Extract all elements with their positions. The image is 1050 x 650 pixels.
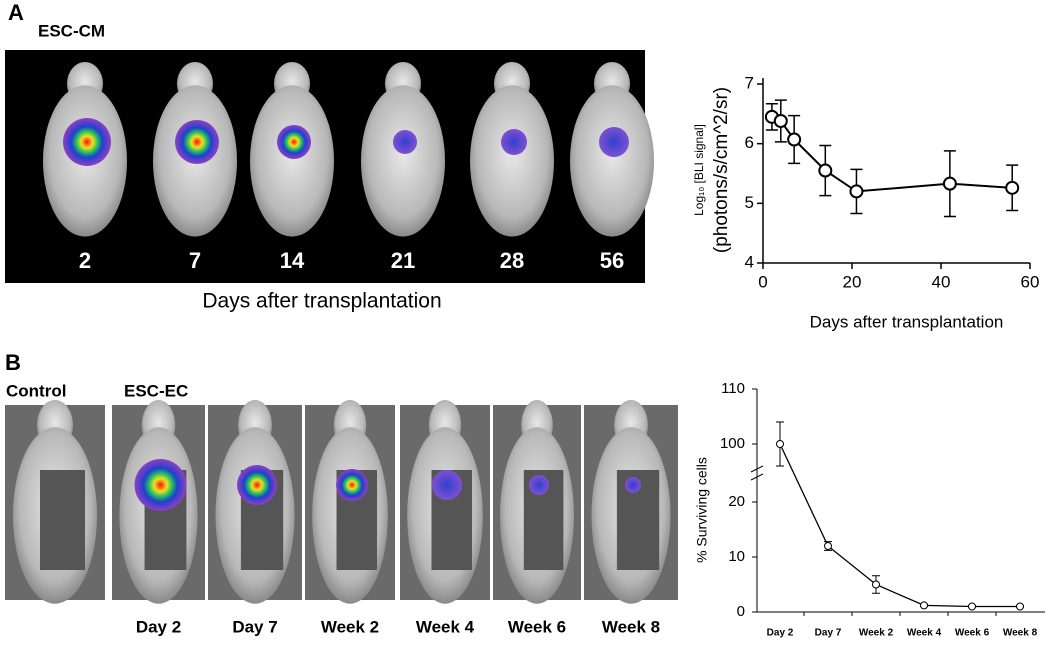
x-tick-label: 60 bbox=[1021, 272, 1040, 291]
time-label: Day 7 bbox=[232, 617, 277, 636]
axis-break bbox=[750, 465, 764, 481]
time-label: 7 bbox=[189, 248, 201, 273]
point bbox=[942, 176, 957, 191]
signal bbox=[63, 118, 111, 166]
x-tick-label: Week 8 bbox=[1003, 628, 1038, 639]
panel-a-image bbox=[5, 50, 654, 283]
y-tick-label: 6 bbox=[745, 133, 754, 152]
point bbox=[1005, 180, 1020, 195]
control-label: Control bbox=[6, 381, 66, 400]
point bbox=[872, 580, 880, 589]
x-tick-label: 20 bbox=[843, 272, 862, 291]
caption: Days after transplantation bbox=[202, 290, 441, 313]
panel-title: ESC-EC bbox=[124, 381, 188, 400]
time-label: Week 8 bbox=[602, 617, 660, 636]
panel-label: A bbox=[8, 0, 24, 25]
signal bbox=[175, 120, 219, 164]
y-tick-label: 7 bbox=[745, 73, 754, 92]
signal bbox=[237, 465, 277, 505]
point bbox=[849, 184, 864, 199]
time-label: Week 6 bbox=[508, 617, 566, 636]
time-label: Week 2 bbox=[321, 617, 379, 636]
point bbox=[824, 542, 832, 550]
time-label: 28 bbox=[500, 248, 524, 273]
mouse-body bbox=[250, 85, 334, 237]
y-tick-label: 10 bbox=[728, 548, 745, 565]
signal bbox=[501, 129, 527, 155]
wound bbox=[40, 470, 85, 570]
x-axis-label: Days after transplantation bbox=[810, 312, 1004, 331]
y-axis-label: (photons/s/cm^2/sr) bbox=[711, 87, 732, 253]
x-tick-label: Week 6 bbox=[955, 628, 990, 639]
point bbox=[1016, 602, 1024, 611]
signal bbox=[336, 469, 368, 501]
signal bbox=[393, 130, 417, 154]
y-axis-label: % Surviving cells bbox=[694, 457, 710, 563]
point bbox=[776, 440, 784, 448]
point bbox=[968, 602, 976, 611]
panel-label: B bbox=[5, 350, 21, 375]
time-label: Day 2 bbox=[136, 617, 181, 636]
data-line bbox=[779, 443, 1020, 608]
point bbox=[818, 163, 833, 178]
x-tick-label: 40 bbox=[932, 272, 951, 291]
time-label: 14 bbox=[280, 248, 305, 273]
y-tick-label: 4 bbox=[745, 252, 754, 271]
mouse-body bbox=[470, 85, 554, 237]
x-tick-label: 0 bbox=[758, 272, 767, 291]
y-tick-label: 0 bbox=[737, 603, 745, 620]
x-tick-label: Day 7 bbox=[815, 628, 842, 639]
y-tick-label: 100 bbox=[720, 435, 745, 452]
signal bbox=[529, 475, 549, 495]
time-label: 2 bbox=[79, 248, 91, 273]
data-line bbox=[771, 115, 1013, 193]
signal bbox=[277, 125, 311, 159]
point bbox=[773, 113, 788, 128]
signal bbox=[134, 459, 187, 511]
signal bbox=[432, 470, 462, 500]
signal bbox=[625, 477, 641, 493]
y-axis-label: Log₁₀ [BLI signal] bbox=[692, 124, 706, 216]
point bbox=[920, 601, 928, 610]
signal bbox=[599, 127, 629, 157]
mouse-body bbox=[361, 85, 445, 237]
x-tick-label: Week 2 bbox=[859, 628, 894, 639]
point bbox=[787, 132, 802, 147]
time-label: 56 bbox=[600, 248, 624, 273]
y-tick-label: 110 bbox=[721, 380, 745, 397]
y-tick-label: 5 bbox=[745, 193, 754, 212]
panel-title: ESC-CM bbox=[38, 21, 105, 40]
x-tick-label: Week 4 bbox=[907, 628, 942, 639]
mouse-body bbox=[570, 85, 654, 237]
y-tick-label: 20 bbox=[728, 493, 745, 510]
x-tick-label: Day 2 bbox=[767, 628, 794, 639]
panel-b-image bbox=[5, 400, 678, 604]
time-label: Week 4 bbox=[416, 617, 475, 636]
time-label: 21 bbox=[391, 248, 415, 273]
